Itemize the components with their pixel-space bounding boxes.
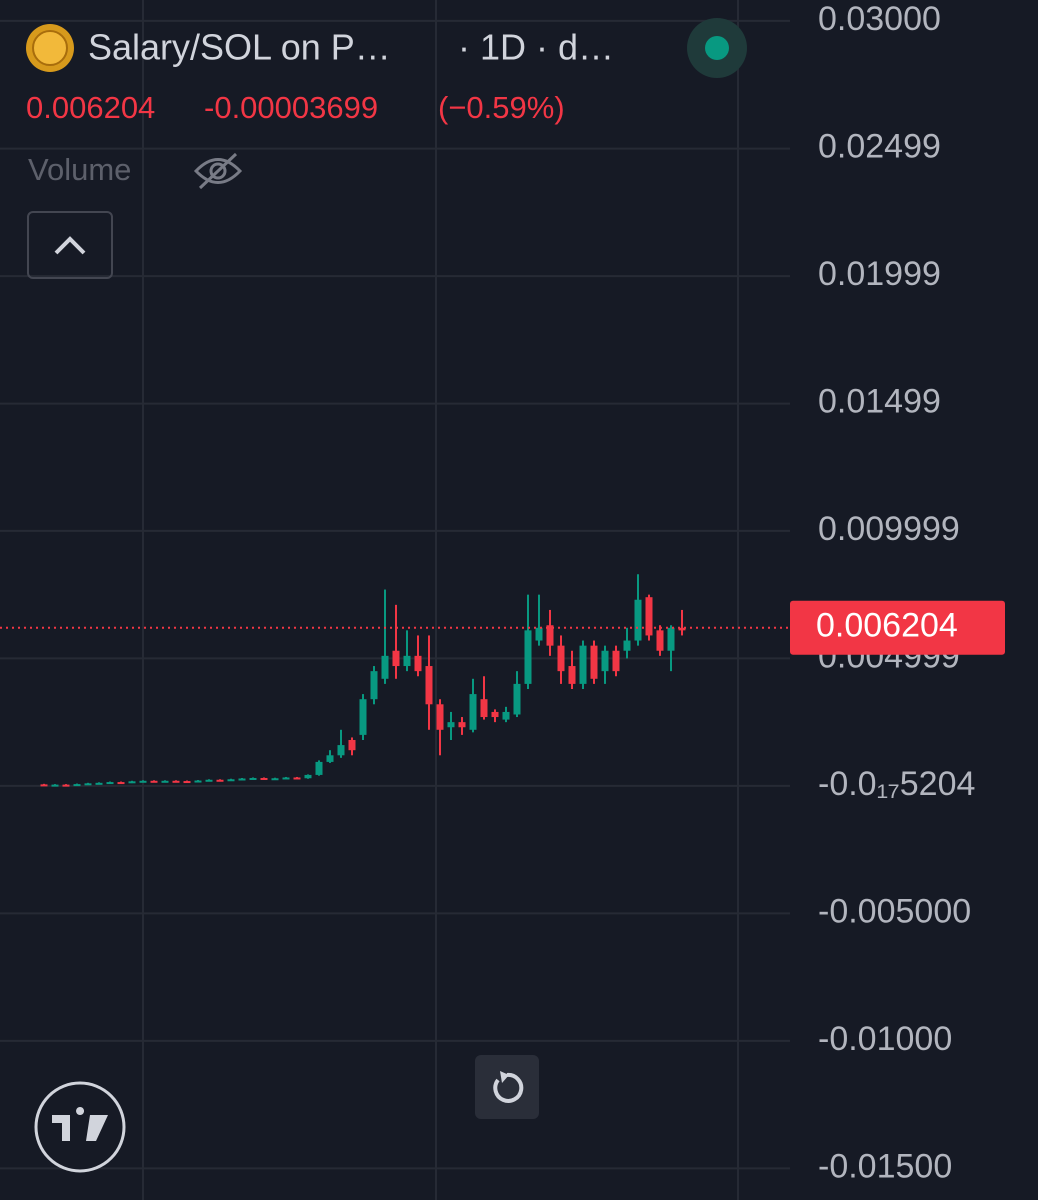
- candle-body: [271, 778, 279, 781]
- candle-body: [227, 779, 235, 782]
- candle-body: [678, 627, 686, 631]
- candle-body: [348, 739, 356, 751]
- y-tick-label: -0.01500: [818, 1147, 952, 1185]
- candle-body: [535, 627, 543, 641]
- volume-label[interactable]: Volume: [28, 152, 131, 187]
- collapse-button[interactable]: [27, 211, 113, 279]
- candle-body: [458, 722, 466, 728]
- candle-body: [568, 666, 576, 684]
- candle-body: [436, 704, 444, 730]
- candle-body: [414, 655, 422, 672]
- candle-body: [172, 780, 180, 783]
- candle-body: [249, 777, 257, 780]
- candle-body: [128, 781, 136, 784]
- candle-body: [612, 650, 620, 672]
- candle-body: [95, 782, 103, 785]
- candle-body: [381, 655, 389, 679]
- candle-body: [62, 784, 70, 787]
- interval[interactable]: · 1D · d…: [458, 27, 614, 68]
- candle-body: [161, 780, 169, 783]
- grid: [0, 0, 790, 1200]
- candle-body: [557, 645, 565, 672]
- y-tick-label: -0.0₁₇5204: [818, 765, 975, 803]
- logo[interactable]: [34, 1081, 126, 1173]
- chevron-up: [54, 236, 86, 255]
- candle-body: [579, 645, 587, 684]
- candle-body: [150, 780, 158, 783]
- y-tick-label: 0.02499: [818, 128, 941, 166]
- candle-body: [238, 778, 246, 781]
- candle-body: [469, 694, 477, 730]
- status-dot: [705, 36, 729, 60]
- candle-body: [656, 630, 664, 651]
- candle-body: [403, 655, 411, 667]
- candle-body: [513, 683, 521, 715]
- candle-body: [260, 777, 268, 780]
- candle-body: [502, 711, 510, 720]
- reset-icon: [493, 1072, 524, 1103]
- logo-mark: [52, 1107, 108, 1141]
- candle-body: [293, 777, 301, 780]
- hide-icon[interactable]: [193, 152, 243, 190]
- candle-body: [216, 779, 224, 782]
- candle-body: [447, 722, 455, 728]
- candle-body: [282, 777, 290, 780]
- candle-body: [425, 666, 433, 705]
- candle-body: [524, 630, 532, 684]
- symbol-title[interactable]: Salary/SOL on P…: [88, 27, 391, 68]
- candle-body: [359, 699, 367, 735]
- reset-icon-arrow: [500, 1071, 509, 1083]
- y-tick-label: -0.005000: [818, 892, 971, 930]
- candle-body: [205, 779, 213, 782]
- candle-body: [40, 784, 48, 787]
- y-tick-label: 0.01499: [818, 383, 941, 421]
- candle-body: [194, 780, 202, 783]
- candle-body: [117, 782, 125, 785]
- candle-body: [326, 755, 334, 762]
- candle-body: [667, 627, 675, 651]
- candle-body: [491, 711, 499, 718]
- candle-body: [590, 645, 598, 679]
- candle-body: [601, 650, 609, 672]
- candle-body: [645, 597, 653, 636]
- last-price-tag: [790, 600, 1005, 655]
- candle-body: [392, 650, 400, 667]
- y-tick-label: 0.009999: [818, 510, 960, 548]
- candle-body: [183, 781, 191, 784]
- price-change: -0.00003699: [204, 90, 378, 125]
- candle-body: [106, 782, 114, 785]
- reset-button[interactable]: [475, 1055, 539, 1119]
- y-tick-label: 0.01999: [818, 255, 941, 293]
- coin-icon-inner: [32, 30, 68, 66]
- candle-body: [337, 745, 345, 756]
- price-change-percent: (−0.59%): [438, 90, 565, 125]
- candle-body: [315, 761, 323, 775]
- candle-body: [634, 599, 642, 641]
- y-tick-label: -0.01000: [818, 1020, 952, 1058]
- last-price: 0.006204: [26, 90, 155, 125]
- plot: [0, 574, 790, 787]
- last-price-tag-label: 0.006204: [816, 607, 958, 645]
- candle-body: [139, 780, 147, 783]
- candle-body: [370, 671, 378, 700]
- candle-body: [546, 625, 554, 646]
- candle-body: [304, 774, 312, 779]
- price-axis: 0.03000 0.02499 0.01999 0.01499 0.009999 0.00…: [818, 0, 975, 1185]
- candle-body: [84, 783, 92, 786]
- candle-body: [480, 699, 488, 718]
- candle-body: [73, 784, 81, 787]
- candle-body: [623, 640, 631, 651]
- candle-body: [51, 784, 59, 787]
- y-tick-label: 0.03000: [818, 0, 941, 38]
